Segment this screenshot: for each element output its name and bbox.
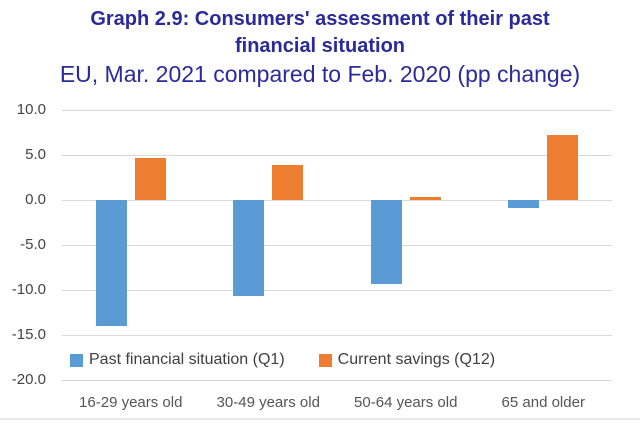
chart-subtitle: EU, Mar. 2021 compared to Feb. 2020 (pp … [59, 61, 581, 87]
bar-current-savings [134, 157, 166, 200]
bar-past-financial-situation [95, 200, 127, 326]
legend: Past financial situation (Q1) Current sav… [70, 351, 495, 369]
y-axis-tick-label: 5.0 [25, 146, 46, 163]
y-axis-tick-label: 0.0 [25, 191, 46, 208]
bar-current-savings [547, 135, 579, 200]
bar-current-savings [409, 197, 441, 200]
bar-current-savings [272, 164, 304, 200]
chart-title: Graph 2.9: Consumers' assessment of thei… [90, 8, 550, 57]
legend-label: Current savings (Q12) [337, 351, 496, 368]
plot-area [62, 109, 612, 381]
gridline [62, 334, 612, 336]
gridline [62, 379, 612, 381]
bar-past-financial-situation [233, 200, 265, 297]
gridline [62, 289, 612, 291]
y-axis-tick-label: 10.0 [16, 101, 46, 118]
x-axis-label: 50-64 years old [354, 394, 458, 411]
legend-swatch [70, 353, 83, 367]
gridline [62, 244, 612, 246]
y-axis-tick-label: -20.0 [11, 371, 46, 388]
x-axis-label: 16-29 years old [79, 394, 183, 411]
x-axis-label: 30-49 years old [216, 394, 320, 411]
legend-item: Current savings (Q12) [318, 351, 496, 369]
bar-past-financial-situation [508, 200, 540, 209]
bottom-divider [0, 418, 640, 420]
gridline [62, 109, 612, 111]
y-axis-tick-label: -5.0 [20, 236, 46, 253]
bar-past-financial-situation [370, 200, 402, 284]
gridline [62, 199, 612, 201]
x-axis-label: 65 and older [501, 394, 585, 411]
gridline [62, 154, 612, 156]
legend-swatch [318, 353, 332, 367]
y-axis-tick-label: -10.0 [11, 281, 46, 298]
legend-item: Past financial situation (Q1) [70, 351, 285, 369]
y-axis-tick-label: -15.0 [11, 326, 46, 343]
legend-label: Past financial situation (Q1) [89, 351, 285, 368]
